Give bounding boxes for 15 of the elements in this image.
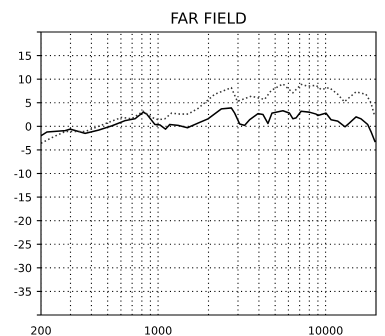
- y-tick-label: -20: [14, 216, 32, 226]
- y-tick-label: -25: [14, 240, 31, 249]
- chart-title: FAR FIELD: [172, 12, 246, 24]
- y-tick-label: 0: [26, 122, 32, 131]
- x-tick-label: 200: [31, 326, 51, 335]
- x-tick-label: 10000: [309, 326, 343, 335]
- y-tick-label: -30: [14, 264, 32, 272]
- y-tick-label: -35: [14, 287, 31, 296]
- y-tick-label: 5: [26, 98, 31, 108]
- y-tick-label: -10: [14, 169, 32, 178]
- y-tick-label: 15: [19, 52, 31, 60]
- x-tick-label: 1000: [145, 326, 172, 335]
- y-tick-label: 10: [19, 75, 32, 84]
- y-tick-label: -15: [14, 193, 31, 202]
- y-tick-label: -5: [21, 146, 31, 154]
